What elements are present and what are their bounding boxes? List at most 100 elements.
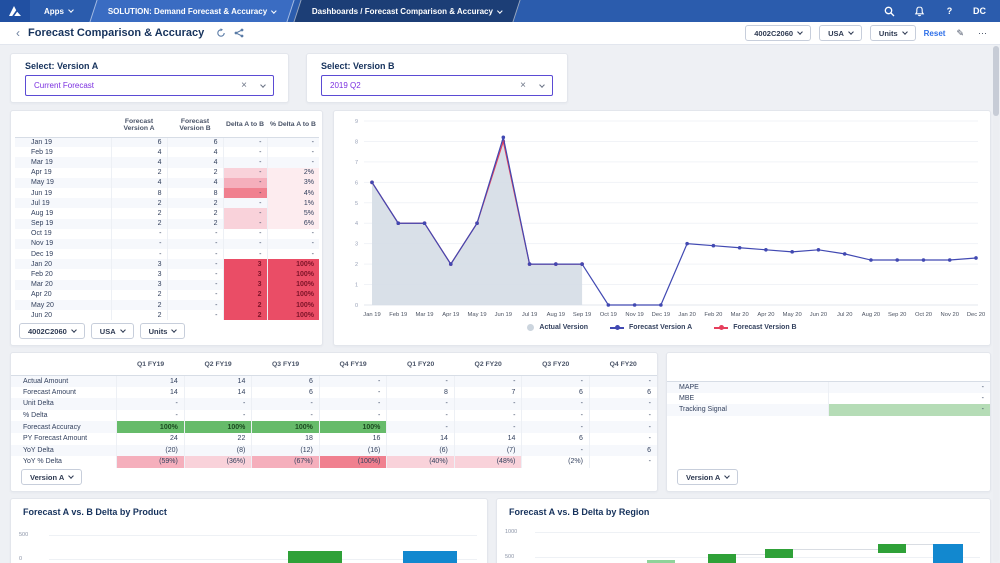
anaplan-logo[interactable]	[0, 0, 30, 22]
monthly-footer-selectors: 4002C2060 USA Units	[19, 323, 186, 339]
quarterly-cell: 6	[251, 386, 320, 399]
monthly-cell-pct: -	[266, 137, 319, 148]
quarterly-version-selector[interactable]: Version A	[21, 469, 83, 485]
table-row: Actual Amount 14 14 6- - - - -	[11, 375, 657, 387]
svg-text:Feb 19: Feb 19	[389, 312, 407, 318]
nav-solution-tab[interactable]: SOLUTION: Demand Forecast & Accuracy	[89, 0, 295, 22]
month-label: Feb 19	[31, 148, 53, 156]
clear-selection-icon[interactable]: ×	[520, 79, 526, 91]
quarterly-cell: 6	[521, 432, 590, 445]
quarterly-cell: -	[318, 398, 387, 410]
svg-text:Apr 20: Apr 20	[757, 312, 774, 318]
monthly-cell-pct: -	[266, 147, 319, 158]
monthly-cell-b: 2	[166, 198, 223, 209]
monthly-cell-pct: -	[266, 228, 319, 239]
forecast-line-chart: 0 1 2 3 4 5 6 7 8 9 Jan 19 Feb 19 Mar 19 Apr 19 May 19…	[355, 119, 985, 318]
reset-button[interactable]: Reset	[923, 28, 946, 38]
quarterly-cell: (48%)	[453, 456, 522, 468]
user-avatar[interactable]: DC	[973, 6, 986, 16]
quarterly-cell: 6	[251, 375, 320, 387]
svg-text:Aug 20: Aug 20	[862, 312, 880, 318]
quarterly-col-header-3: Q4 FY19	[319, 355, 387, 376]
month-label: Nov 19	[31, 240, 54, 248]
edit-pencil-icon[interactable]: ✎	[956, 27, 964, 38]
monthly-selector-0[interactable]: 4002C2060	[19, 323, 85, 339]
header-selector-1[interactable]: USA	[819, 25, 862, 41]
monthly-cell-delta: -	[222, 187, 267, 199]
svg-text:4: 4	[355, 221, 358, 227]
version-b-dropdown[interactable]: 2019 Q2 ×	[321, 75, 553, 96]
svg-text:Nov 19: Nov 19	[625, 312, 643, 318]
quarterly-cell: 8	[386, 386, 455, 399]
table-row: YoY % Delta (59%) (36%) (67%) (100%) (40%) (48…	[11, 456, 657, 468]
quarterly-cell: -	[521, 398, 590, 410]
monthly-cell-pct: 100%	[266, 310, 319, 321]
kpi-metrics-card: MAPE - MBE - Tracking Signal - Version A	[666, 352, 991, 492]
month-label: May 20	[31, 301, 54, 309]
quarterly-cell: 24	[116, 432, 185, 445]
share-icon[interactable]	[234, 28, 244, 38]
legend-item-0[interactable]: Actual Version	[527, 324, 588, 331]
forecast-line-chart-card: 0 1 2 3 4 5 6 7 8 9 Jan 19 Feb 19 Mar 19 Apr 19 May 19…	[333, 110, 991, 346]
quarterly-cell: 18	[251, 432, 320, 445]
delta-by-product-chart-card: Forecast A vs. B Delta by Product 500 0	[10, 498, 488, 563]
gridline	[535, 532, 980, 533]
chevron-down-icon[interactable]	[260, 81, 266, 88]
monthly-cell-a: 8	[110, 187, 167, 199]
kpi-version-label: Version A	[686, 472, 721, 482]
monthly-col-header-0	[15, 113, 111, 138]
refresh-icon[interactable]	[216, 28, 226, 38]
header-selector-0[interactable]: 4002C2060	[745, 25, 812, 41]
legend-item-2[interactable]: Forecast Version B	[714, 324, 797, 331]
monthly-cell-b: 2	[166, 218, 223, 229]
quarterly-cell: (67%)	[251, 456, 320, 468]
help-icon[interactable]: ?	[946, 6, 953, 16]
svg-text:8: 8	[355, 139, 358, 145]
vertical-scrollbar[interactable]	[993, 46, 999, 562]
svg-text:7: 7	[355, 160, 358, 166]
monthly-cell-delta: 3	[222, 279, 267, 290]
monthly-cell-b: -	[166, 259, 223, 270]
monthly-selector-2[interactable]: Units	[139, 323, 186, 339]
table-row: Tracking Signal -	[667, 404, 990, 416]
header-controls: 4002C2060 USA Units Reset ✎ ⋯	[745, 25, 990, 41]
kpi-value: -	[828, 381, 990, 393]
monthly-cell-delta: -	[222, 228, 267, 239]
table-row: Oct 19- - - -	[15, 228, 319, 239]
monthly-cell-b: -	[166, 279, 223, 290]
quarterly-cell: -	[588, 421, 657, 433]
svg-text:6: 6	[355, 180, 358, 186]
svg-text:Aug 19: Aug 19	[547, 312, 565, 318]
chevron-down-icon	[497, 7, 504, 13]
svg-text:Jan 20: Jan 20	[678, 312, 695, 318]
monthly-cell-delta: -	[222, 177, 267, 188]
back-button[interactable]: ‹	[16, 26, 20, 40]
version-a-dropdown[interactable]: Current Forecast ×	[25, 75, 274, 96]
svg-text:Jun 20: Jun 20	[810, 312, 827, 318]
scrollbar-thumb[interactable]	[993, 46, 999, 116]
monthly-cell-b: 2	[166, 167, 223, 178]
monthly-cell-delta: -	[222, 218, 267, 229]
notifications-bell-icon[interactable]	[913, 5, 926, 18]
clear-selection-icon[interactable]: ×	[241, 79, 247, 91]
monthly-cell-a: 2	[110, 218, 167, 229]
y-tick-label: 0	[19, 556, 23, 562]
month-label: Jan 20	[31, 260, 53, 268]
legend-label: Forecast Version A	[629, 324, 693, 331]
nav-dashboards-tab[interactable]: Dashboards / Forecast Comparison & Accur…	[293, 0, 521, 22]
search-icon[interactable]	[883, 5, 896, 18]
more-options-icon[interactable]: ⋯	[978, 27, 987, 38]
nav-apps-menu[interactable]: Apps	[30, 0, 87, 22]
monthly-cell-delta: -	[222, 147, 267, 158]
chevron-down-icon[interactable]	[539, 81, 545, 88]
header-selector-2[interactable]: Units	[869, 25, 916, 41]
version-a-value: Current Forecast	[34, 81, 95, 90]
legend-item-1[interactable]: Forecast Version A	[610, 324, 692, 331]
monthly-selector-1[interactable]: USA	[90, 323, 134, 339]
month-label: Jan 19	[31, 138, 53, 146]
month-label: Mar 20	[31, 281, 53, 289]
kpi-version-selector[interactable]: Version A	[677, 469, 739, 485]
monthly-cell-a: 3	[110, 279, 167, 290]
monthly-cell-b: -	[166, 310, 223, 321]
quarterly-cell: -	[386, 375, 455, 387]
